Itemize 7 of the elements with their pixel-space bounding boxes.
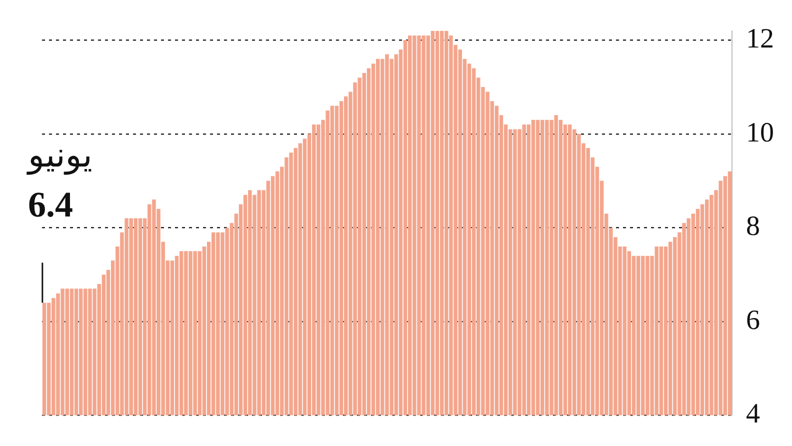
data-label: 6.4: [28, 184, 73, 225]
y-tick-label: 12: [746, 24, 774, 55]
y-tick-label: 6: [746, 304, 760, 336]
y-tick-label: 8: [746, 211, 760, 242]
y-tick-label: 4: [746, 398, 760, 430]
annotation: يونيو: [26, 136, 92, 176]
y-tick-label: 10: [746, 117, 774, 148]
